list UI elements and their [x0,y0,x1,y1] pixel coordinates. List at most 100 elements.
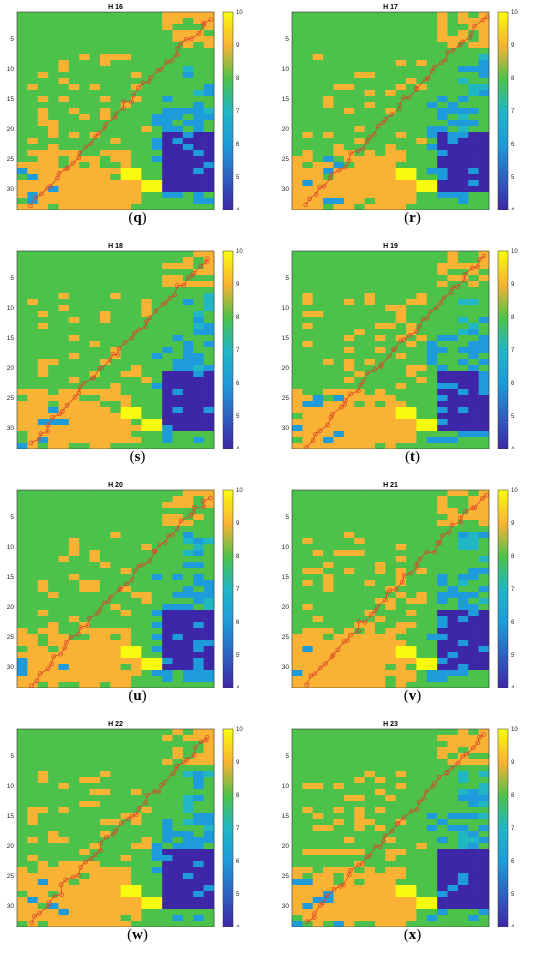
heatmap-cell [385,747,396,754]
heatmap-cell [457,622,469,629]
heatmap-cell [79,610,90,617]
heatmap-cell [151,801,163,808]
heatmap-cell [151,568,163,575]
heatmap-cell [203,36,215,43]
heatmap-cell [374,84,386,91]
heatmap-cell [447,562,459,569]
heatmap-cell [478,682,490,688]
heatmap-cell [79,508,90,515]
heatmap-cell [468,616,479,623]
heatmap-cell [203,431,215,438]
heatmap-cell [364,293,376,300]
heatmap-cell [27,544,39,551]
heatmap-cell [172,795,184,802]
heatmap-cell [182,664,194,671]
heatmap-cell [406,520,417,527]
heatmap-cell [37,413,49,420]
heatmap-cell [131,670,142,677]
heatmap-cell [110,753,121,760]
heatmap-cell [333,192,345,199]
heatmap-cell [110,813,121,820]
heatmap-cell [374,359,386,366]
heatmap-cell [172,431,184,438]
heatmap-cell [79,544,90,551]
heatmap-cell [426,162,438,169]
heatmap-cell [364,263,376,270]
heatmap-cell [203,568,215,575]
heatmap-cell [172,102,184,109]
heatmap-cell [172,132,184,139]
heatmap-cell [395,437,407,444]
heatmap-cell [89,132,101,139]
heatmap-cell [151,102,163,109]
heatmap-cell [182,263,194,270]
heatmap-cell [172,443,184,449]
heatmap-cell [141,96,153,103]
heatmap-cell [141,891,153,898]
heatmap-cell [437,586,448,593]
heatmap-cell [68,538,80,545]
heatmap-cell [203,514,215,521]
route-marker [313,431,318,437]
heatmap-cell [37,496,49,503]
heatmap-cell [68,568,80,575]
heatmap-cell [48,556,59,563]
heatmap-cell [162,903,173,910]
heatmap-cell [58,132,70,139]
heatmap-cell [323,431,334,438]
heatmap-cell [162,66,173,73]
heatmap-cell [437,747,448,754]
heatmap-cell [478,538,490,545]
heatmap-cell [323,108,334,115]
colorbar-tick-label: 6 [236,859,240,865]
heatmap-cell [79,789,90,796]
heatmap-cell [478,311,490,318]
heatmap-cell [437,96,448,103]
heatmap-cell [416,90,428,97]
heatmap-cell [395,759,407,766]
heatmap-cell [468,443,479,449]
heatmap-cell [203,305,215,312]
heatmap-cell [172,550,184,557]
heatmap-cell [68,640,80,647]
heatmap-cell [48,550,59,557]
heatmap-cell [478,162,490,169]
heatmap-cell [79,329,90,336]
heatmap-cell [182,281,194,288]
heatmap-cell [141,759,153,766]
heatmap-cell [292,102,303,109]
heatmap-cell [333,580,345,587]
heatmap-cell [89,138,101,145]
heatmap-cell [110,263,121,270]
heatmap-cell [68,843,80,850]
heatmap-cell [89,759,101,766]
heatmap-cell [172,204,184,210]
heatmap-cell [131,120,142,127]
heatmap-cell [99,771,111,778]
heatmap-cell [312,556,324,563]
heatmap-cell [48,407,59,414]
heatmap-cell [27,48,39,55]
heatmap-cell [162,42,173,49]
heatmap-cell [37,287,49,294]
heatmap-cell [302,592,314,599]
heatmap-cell [131,389,142,396]
heatmap-cell [131,538,142,545]
heatmap-cell [437,401,448,408]
heatmap-cell [17,586,28,593]
heatmap-cell [302,407,314,414]
heatmap-cell [58,30,70,37]
heatmap-cell [374,431,386,438]
heatmap-cell [468,401,479,408]
heatmap-cell [151,90,163,97]
heatmap-cell [343,311,355,318]
heatmap-cell [292,329,303,336]
route-marker [441,295,447,301]
heatmap-cell [292,251,303,258]
heatmap-cell [416,389,428,396]
heatmap-cell [89,293,101,300]
heatmap-cell [457,580,469,587]
heatmap-cell [17,257,28,264]
heatmap-cell [68,413,80,420]
heatmap-cell [193,813,204,820]
